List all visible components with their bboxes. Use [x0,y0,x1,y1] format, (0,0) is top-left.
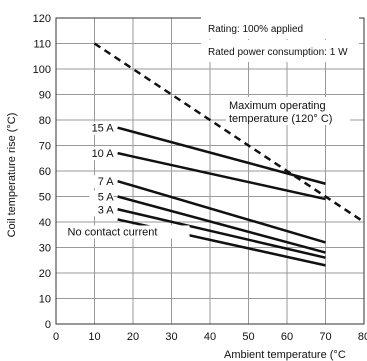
y-tick-label: 10 [39,294,51,306]
series-label: No contact current [68,226,158,238]
y-tick-label: 70 [39,141,51,153]
series-label-bg [65,225,190,239]
y-tick-label: 20 [39,268,51,280]
x-axis-label: Ambient temperature (°C [224,349,346,361]
y-tick-label: 0 [45,319,51,331]
y-tick-label: 30 [39,243,51,255]
power-note: Rated power consumption: 1 W [208,47,348,58]
max-temp-label-line1: Maximum operating [229,100,326,112]
series-label: 5 A [98,192,115,204]
series-line [117,126,326,185]
max-temp-label-bg [226,97,350,125]
series-line [117,208,326,259]
series-line [117,180,326,244]
x-tick-label: 50 [242,331,254,343]
series-line [117,195,326,254]
series-label-bg [89,175,114,189]
series-label-bg [89,203,114,217]
x-tick-label: 30 [165,331,177,343]
series-label-bg [89,190,114,204]
y-tick-label: 100 [33,64,51,76]
y-tick-label: 90 [39,90,51,102]
x-tick-label: 10 [88,331,100,343]
grid [56,18,364,324]
y-tick-label: 120 [33,13,51,25]
y-tick-label: 50 [39,192,51,204]
y-tick-label: 110 [33,39,51,51]
y-tick-label: 60 [39,166,51,178]
series-line [117,151,326,201]
rating-note: Rating: 100% applied [208,24,303,35]
series-label-bg [82,147,114,161]
y-axis-label: Coil temperature rise (°C) [6,113,18,238]
y-tick-label: 40 [39,217,51,229]
series-label: 15 A [92,123,115,135]
y-tick-label: 80 [39,115,51,127]
x-tick-label: 40 [204,331,216,343]
series-label: 3 A [98,204,115,216]
series-label: 10 A [92,148,115,160]
x-tick-label: 20 [127,331,139,343]
x-tick-label: 80 [358,331,367,343]
max-temp-label-line2: temperature (120° C) [229,113,332,125]
labels: 0 10 20 30 40 50 60 70 80 0 10 20 30 40 50 60 70 80 90 100 1… [33,13,367,343]
x-tick-label: 0 [53,331,59,343]
legend-box-top [201,17,359,39]
series-label: 7 A [98,176,115,188]
legend-box-bottom [201,40,359,62]
series-lines [93,42,365,267]
max-operating-temperature-line [93,42,365,224]
x-tick-label: 70 [319,331,331,343]
series-label-bg [82,121,114,135]
x-tick-label: 60 [281,331,293,343]
